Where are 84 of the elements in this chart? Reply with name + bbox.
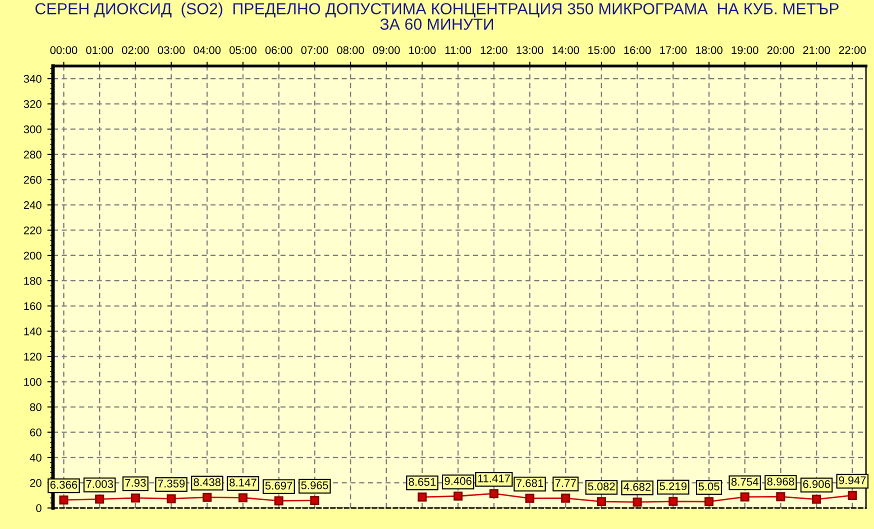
data-label: 5.965	[301, 481, 328, 490]
point	[596, 497, 606, 506]
x-tick-label: 07:00	[301, 46, 328, 54]
data-label: 5.697	[265, 482, 292, 490]
x-tick-label: 08:00	[337, 46, 364, 54]
x-tick-label: 14:00	[552, 46, 580, 54]
point	[632, 498, 642, 507]
x-tick-label: 06:00	[265, 46, 292, 54]
x-tick-label: 12:00	[480, 46, 508, 54]
point	[274, 496, 284, 506]
y-tick-label: 160	[24, 302, 42, 310]
x-tick-label: 22:00	[839, 46, 866, 54]
y-tick-label: 200	[24, 252, 42, 260]
x-tick-label: 19:00	[732, 46, 758, 54]
x-tick-label: 04:00	[194, 46, 221, 54]
x-tick-label: 03:00	[158, 46, 185, 54]
point	[454, 492, 463, 501]
data-label: 8.147	[230, 478, 256, 486]
point	[561, 494, 570, 503]
y-tick-label: 140	[24, 327, 42, 336]
point	[166, 494, 176, 504]
point	[668, 496, 678, 506]
y-tick-label: 180	[24, 276, 42, 285]
y-tick-label: 60	[30, 428, 42, 436]
data-label: 8.651	[408, 478, 436, 486]
data-label: 6.366	[50, 480, 78, 489]
data-label: 9.406	[444, 477, 472, 485]
y-tick-label: 100	[24, 378, 42, 386]
y-tick-label: 320	[24, 100, 42, 108]
point	[525, 494, 534, 503]
x-tick-label: 09:00	[372, 46, 400, 54]
y-tick-label: 40	[30, 454, 42, 462]
x-tick-label: 11:00	[445, 46, 472, 54]
x-tick-label: 10:00	[409, 46, 436, 54]
point	[310, 496, 320, 505]
point	[489, 489, 498, 498]
x-tick-label: 17:00	[660, 46, 687, 54]
y-tick-label: 260	[24, 176, 42, 184]
y-tick-label: 20	[30, 479, 42, 487]
data-label: 8.968	[767, 478, 794, 486]
data-label: 6.906	[803, 480, 830, 488]
x-tick-label: 18:00	[696, 46, 722, 54]
data-label: 7.681	[516, 479, 544, 488]
point	[130, 493, 140, 502]
x-tick-label: 16:00	[624, 46, 651, 54]
data-label: 11.417	[478, 474, 510, 482]
point	[704, 497, 714, 506]
point	[95, 494, 104, 504]
x-tick-label: 15:00	[588, 46, 615, 54]
point	[59, 495, 68, 504]
x-tick-label: 20:00	[767, 46, 794, 54]
y-tick-label: 120	[24, 352, 42, 361]
x-tick-label: 00:00	[50, 46, 78, 54]
data-label: 7.77	[555, 479, 576, 487]
point	[848, 490, 857, 500]
y-tick-label: 340	[24, 74, 42, 83]
x-tick-label: 01:00	[86, 46, 114, 54]
point	[418, 492, 427, 502]
y-tick-label: 220	[24, 226, 42, 234]
point	[740, 492, 750, 502]
point	[776, 492, 786, 502]
x-tick-label: 13:00	[516, 46, 544, 54]
x-tick-label: 05:00	[230, 46, 256, 54]
data-label: 7.003	[86, 480, 114, 488]
data-label: 5.082	[588, 482, 615, 490]
point	[812, 494, 822, 504]
point	[202, 492, 212, 502]
data-label: 8.754	[731, 478, 758, 486]
y-tick-label: 0	[36, 504, 42, 512]
data-label: 8.438	[194, 478, 221, 486]
point	[238, 493, 248, 502]
data-label: 9.947	[839, 476, 866, 484]
x-tick-label: 02:00	[122, 46, 149, 54]
y-tick-label: 280	[24, 150, 42, 159]
y-tick-label: 300	[24, 125, 42, 134]
data-label: 5.05	[698, 482, 720, 490]
y-tick-label: 80	[30, 403, 42, 412]
data-label: 4.682	[624, 482, 651, 491]
x-tick-label: 21:00	[803, 46, 830, 54]
data-label: 7.359	[158, 480, 185, 488]
y-tick-label: 240	[24, 201, 42, 210]
data-label: 7.93	[125, 478, 146, 487]
chart-title: СЕРЕН ДИОКСИД (SO2) ПРЕДЕЛНО ДОПУСТИМА КОНЦЕНТРАЦИЯ 350 МИКРОГРАМА НА КУБ. МЕТЪР ЗА 60 МИНУТИ	[35, 2, 839, 30]
data-label: 5.219	[660, 482, 687, 490]
